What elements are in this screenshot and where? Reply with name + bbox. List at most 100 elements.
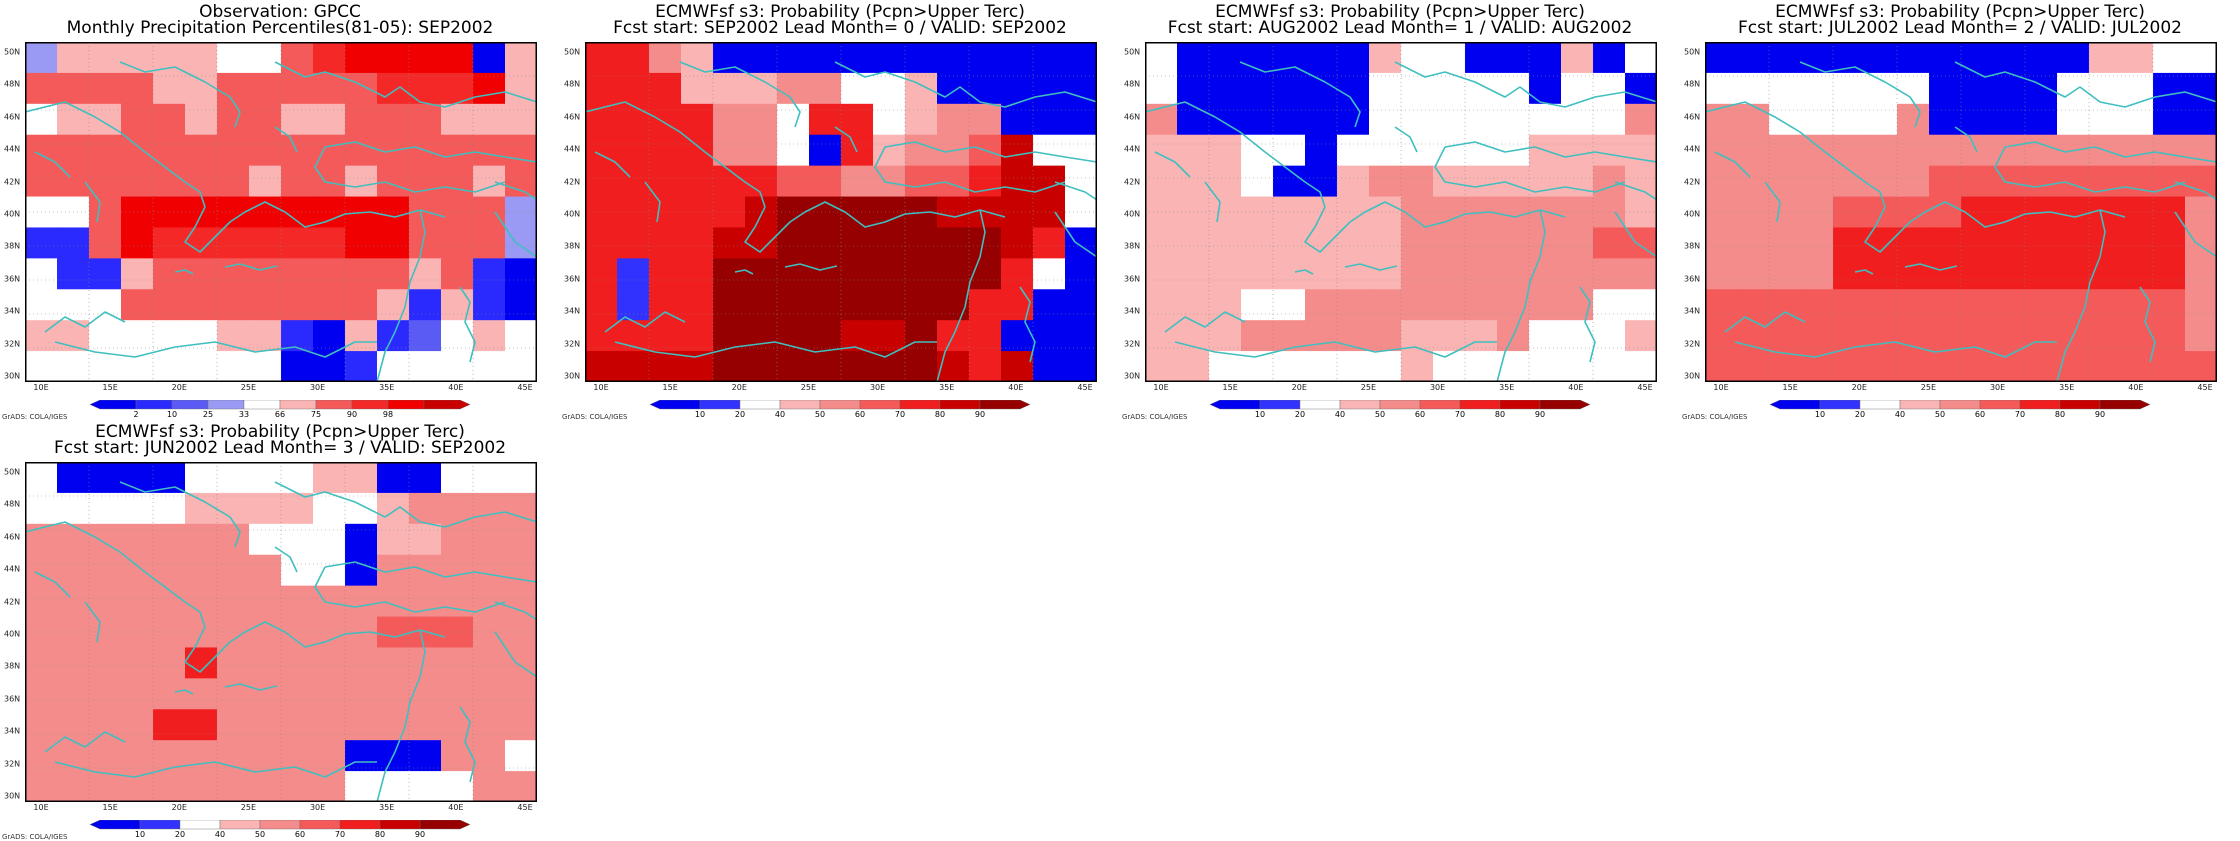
grid-cell [969,42,1002,74]
grid-cell [1465,289,1498,321]
coastline [25,521,206,628]
grid-cell [1273,289,1306,321]
grid-cell [57,771,90,802]
grid-cell [1369,165,1402,198]
grid-cell [249,585,282,618]
color-legend: 10 20 40 50 60 70 80 90 [650,400,1030,420]
legend-tick-label: 90 [974,410,986,419]
legend-swatch [1979,400,2021,410]
coastline [1724,311,1806,333]
grid-cell [345,492,378,525]
map-grid [1705,42,2217,382]
grid-cell [1737,72,1770,105]
grid-cell [1897,351,1930,382]
grid-cell [905,72,938,105]
lon-axis-labels: 10E 15E 20E 25E 30E 35E 40E 45E [585,383,1097,395]
lat-label: 46N [1124,112,1141,122]
legend-tick-label: 90 [1534,410,1546,419]
grid-cell [409,351,442,382]
coastline [1954,126,1978,153]
lat-axis-labels: 50N 48N 46N 44N 42N 40N 38N 36N 34N 32N 30N [4,462,24,802]
legend-tick-label: 40 [1334,410,1346,419]
grid-cell [217,554,250,587]
grid-cell [2089,351,2122,382]
grid-cell [2121,165,2154,198]
grid-cell [937,103,970,136]
coastline [614,341,937,358]
grid-cell [969,72,1002,105]
coastline [594,151,631,178]
lat-label: 40N [4,629,21,639]
lat-label: 38N [1124,241,1141,251]
panel-title-line2: Fcst start: JUL2002 Lead Month= 2 / VALI… [1738,18,2182,38]
grid-cell [1993,351,2026,382]
lat-label: 40N [1684,209,1701,219]
grid-cell [377,585,410,618]
grid-cell [777,258,810,290]
grid-cell [1993,103,2026,136]
grid-cell [777,103,810,136]
grid-cell [377,647,410,679]
grid-cell [809,227,842,259]
grid-cell [1705,72,1738,105]
grid-cell [2185,351,2217,382]
grid-cell [313,523,346,556]
grid-cell [1337,165,1370,198]
grid-cell [217,165,250,198]
grid-cell [473,42,506,74]
coastline [1434,146,1626,193]
lat-label: 48N [1124,79,1141,89]
grid-cell [1305,103,1338,136]
grid-cell [217,523,250,556]
grid-cell [249,134,282,167]
grid-cell [249,289,282,321]
grid-cell [617,258,650,290]
grid-cell [1529,320,1562,352]
grid-cell [2089,72,2122,105]
lon-label: 25E [240,803,257,812]
grid-cell [121,585,154,618]
grid-cell [121,554,154,587]
lon-label: 35E [2059,383,2075,392]
grid-cell [441,289,474,321]
lat-label: 44N [4,564,21,574]
grid-cell [473,523,506,556]
grid-cell [617,165,650,198]
grid-cell [1401,320,1434,352]
grid-cell [217,492,250,525]
grid-cell [585,351,618,382]
coastline [1614,181,1657,201]
grid-cell [409,740,442,772]
coastline [679,61,801,128]
grid-cell [969,351,1002,382]
grid-cell [505,351,537,382]
grid-cell [1705,258,1738,290]
grid-cell [1001,258,1034,290]
lat-label: 32N [1124,339,1141,349]
grid-cell [1961,289,1994,321]
grid-cell [585,72,618,105]
grid-cell [617,72,650,105]
lon-axis-labels: 10E 15E 20E 25E 30E 35E 40E 45E [1145,383,1657,395]
coastline [874,146,1066,193]
grid-cell [1529,42,1562,74]
grid-cell [473,740,506,772]
grid-cell [2121,42,2154,74]
grid-cell [505,72,537,105]
grid-cell [2121,289,2154,321]
grid-cell [345,103,378,136]
legend-tick-label: 90 [2094,410,2106,419]
grid-cell [1465,165,1498,198]
grid-cell [969,320,1002,352]
lat-label: 36N [1684,274,1701,284]
grid-cell [249,227,282,259]
grid-cell [89,647,122,679]
grid-cell [585,165,618,198]
coastline [604,311,686,333]
legend-colorbar [1210,400,1590,410]
grid-cell [2121,320,2154,352]
grid-cell [1865,103,1898,136]
grads-credit: GrADS: COLA/IGES [1122,413,1188,421]
grid-cell [1033,42,1066,74]
coastline [1444,141,1657,163]
